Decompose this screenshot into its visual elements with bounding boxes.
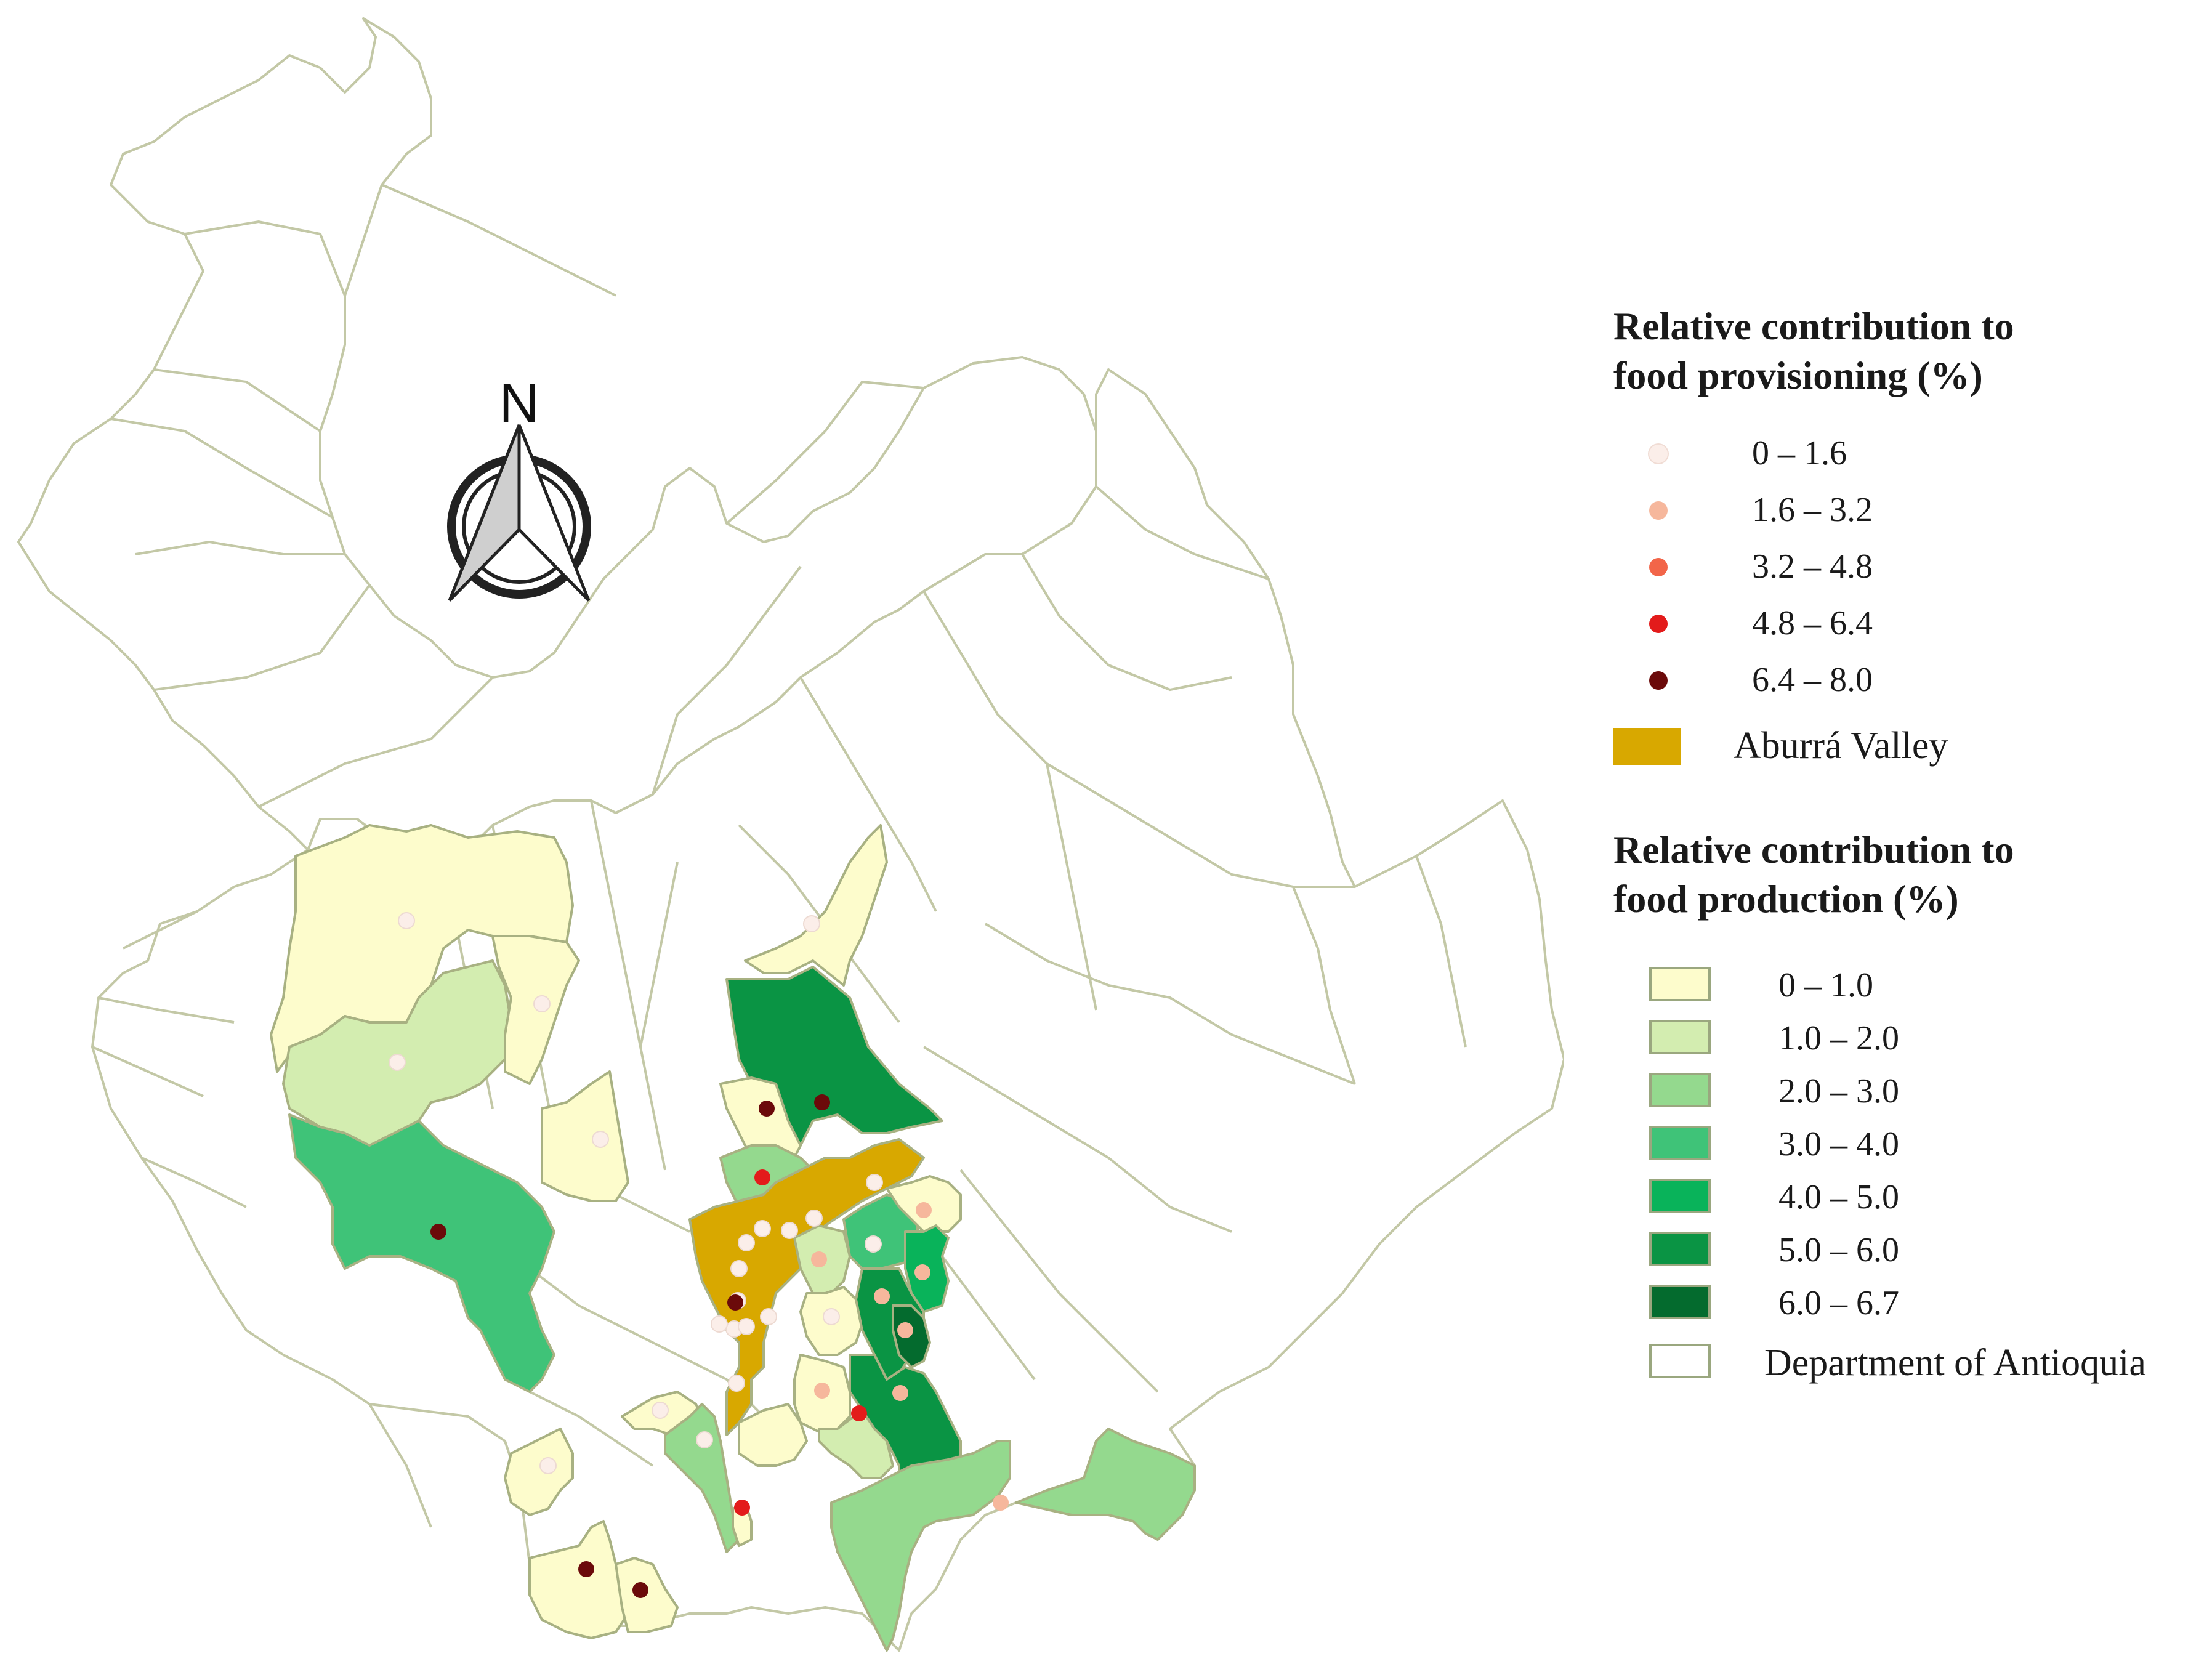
provisioning-dot-4-swatch (1649, 671, 1668, 690)
provisioning-dot-26 (874, 1288, 890, 1304)
provisioning-dot-37 (578, 1561, 594, 1577)
provisioning-dots (389, 912, 1009, 1598)
production-swatch-3 (1649, 1126, 1711, 1160)
provisioning-legend-title: Relative contribution to food provisioni… (1613, 304, 2014, 397)
north-arrow: N (447, 373, 591, 602)
production-class-4: 4.0 – 5.0 (1613, 1179, 2205, 1232)
production-legend-title: Relative contribution to food production… (1613, 828, 2014, 921)
provisioning-dot-14 (781, 1222, 798, 1239)
production-swatch-2 (1649, 1073, 1711, 1107)
provisioning-dot-5 (814, 1094, 830, 1110)
production-class-6: 6.0 – 6.7 (1613, 1285, 2205, 1338)
production-class-2: 2.0 – 3.0 (1613, 1073, 2205, 1126)
compass-arrow-right (517, 424, 591, 602)
production-swatch-0 (1649, 967, 1711, 1001)
production-swatch-4 (1649, 1179, 1711, 1213)
municipality-p6-a (892, 1304, 931, 1368)
provisioning-class-3: 4.8 – 6.4 (1613, 606, 2180, 663)
antioquia-map: N (17, 17, 1564, 1652)
provisioning-dot-33 (696, 1431, 713, 1448)
municipality-p2-d (1015, 1428, 1196, 1541)
provisioning-dot-32 (652, 1402, 669, 1419)
provisioning-dot-31 (851, 1405, 867, 1421)
provisioning-dot-7 (430, 1224, 446, 1240)
provisioning-dot-3-swatch (1649, 615, 1668, 633)
provisioning-dot-25 (823, 1308, 840, 1325)
provisioning-dot-22 (711, 1315, 728, 1333)
provisioning-dot-0 (398, 912, 415, 929)
provisioning-dot-2 (389, 1054, 406, 1071)
provisioning-dot-4 (803, 915, 820, 932)
provisioning-dot-2-swatch (1649, 558, 1668, 576)
municipality-p0-i (738, 1403, 808, 1467)
north-label: N (499, 373, 539, 434)
aburra-valley-legend-row: Aburrá Valley (1613, 719, 2180, 787)
provisioning-dot-10 (916, 1202, 932, 1218)
municipality-p0-l (504, 1428, 574, 1516)
provisioning-dot-13 (805, 1210, 823, 1227)
provisioning-class-1: 1.6 – 3.2 (1613, 493, 2180, 549)
provisioning-dot-24 (727, 1294, 743, 1311)
production-swatch-1 (1649, 1020, 1711, 1054)
municipality-p0-c (541, 1070, 629, 1202)
municipality-p0-b (491, 935, 580, 1085)
production-class-5: 5.0 – 6.0 (1613, 1232, 2205, 1285)
provisioning-dot-15 (754, 1220, 771, 1237)
provisioning-dot-28 (897, 1322, 913, 1338)
provisioning-legend: Relative contribution to food provisioni… (1613, 302, 2180, 787)
provisioning-dot-29 (814, 1383, 830, 1399)
aburra-valley-swatch (1613, 728, 1681, 765)
provisioning-dot-6 (759, 1101, 775, 1117)
production-swatch-7 (1649, 1344, 1711, 1378)
provisioning-dot-30 (892, 1385, 908, 1401)
provisioning-dot-21 (728, 1375, 745, 1392)
provisioning-dot-35 (993, 1495, 1009, 1511)
provisioning-class-2: 3.2 – 4.8 (1613, 549, 2180, 606)
municipality-p0-a (270, 824, 574, 1073)
provisioning-dot-36 (539, 1457, 557, 1474)
production-swatch-5 (1649, 1232, 1711, 1266)
provisioning-dot-34 (734, 1500, 750, 1516)
provisioning-class-4: 6.4 – 8.0 (1613, 663, 2180, 719)
production-swatch-6 (1649, 1285, 1711, 1319)
provisioning-dot-12 (865, 1235, 882, 1253)
production-legend: Relative contribution to food production… (1613, 825, 2205, 1399)
production-municipalities (270, 824, 1196, 1652)
production-class-3: 3.0 – 4.0 (1613, 1126, 2205, 1179)
provisioning-dot-3 (592, 1131, 609, 1148)
municipality-p2-c (830, 1440, 1011, 1652)
production-class-7: Department of Antioquia (1613, 1338, 2205, 1399)
provisioning-dot-1 (533, 995, 551, 1012)
provisioning-dot-11 (811, 1251, 827, 1267)
provisioning-dot-0-swatch (1649, 445, 1668, 463)
provisioning-dot-20 (760, 1308, 777, 1325)
provisioning-dot-1-swatch (1649, 501, 1668, 520)
provisioning-dot-17 (730, 1260, 748, 1277)
compass-arrow-left (448, 424, 521, 602)
production-class-0: 0 – 1.0 (1613, 967, 2205, 1020)
provisioning-dot-8 (754, 1169, 770, 1185)
provisioning-class-0: 0 – 1.6 (1613, 436, 2180, 493)
provisioning-dot-27 (914, 1264, 930, 1280)
department-boundary (17, 17, 1564, 1652)
provisioning-dot-38 (632, 1582, 648, 1598)
municipality-p3-a (288, 1113, 555, 1393)
provisioning-dot-9 (866, 1174, 883, 1191)
production-class-1: 1.0 – 2.0 (1613, 1020, 2205, 1073)
provisioning-dot-16 (738, 1234, 755, 1251)
provisioning-dot-23 (738, 1318, 755, 1335)
